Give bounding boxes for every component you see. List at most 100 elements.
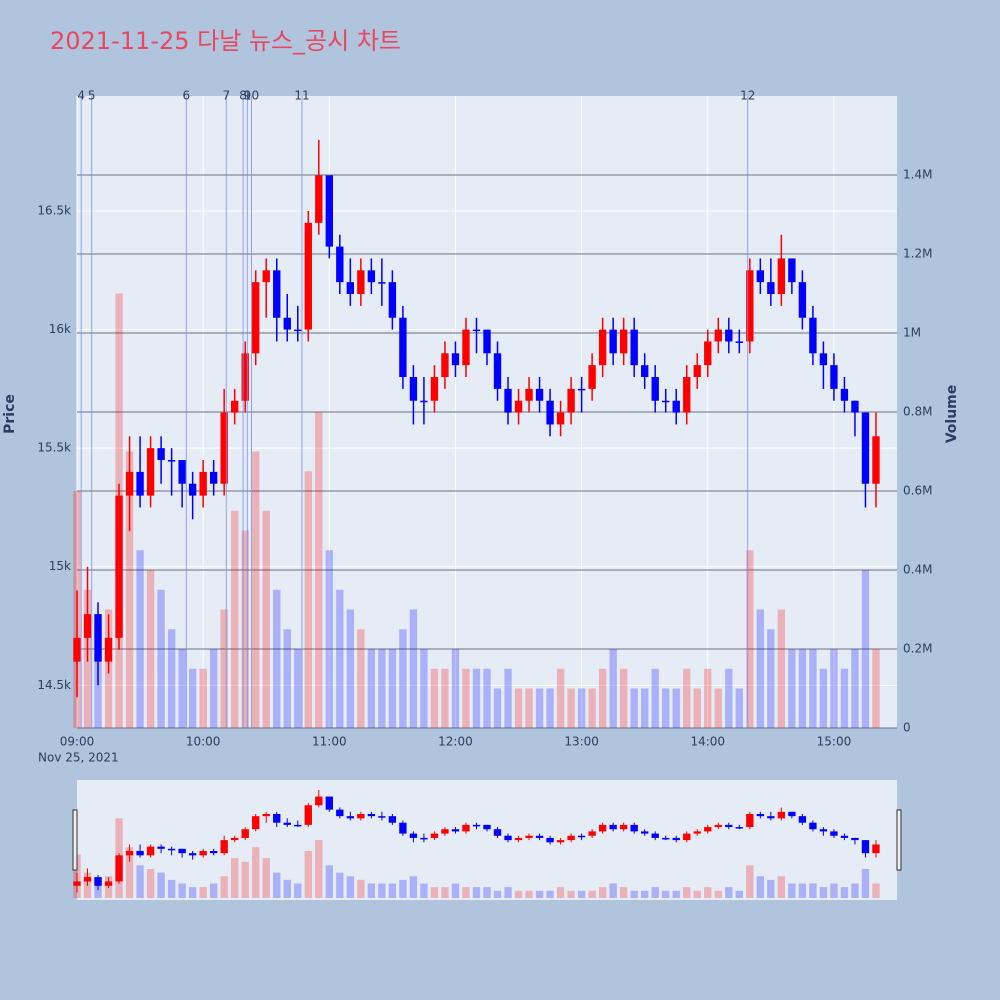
y-tick-label: 15.5k <box>37 441 71 455</box>
mini-candle-body <box>840 835 849 838</box>
candle-body <box>136 471 144 496</box>
mini-candle-body <box>357 813 365 819</box>
volume-bar <box>178 649 186 728</box>
range-handle[interactable] <box>896 809 902 871</box>
y2-tick-label: 1.4M <box>903 168 932 182</box>
candle-body <box>283 317 291 330</box>
mini-candle-body <box>577 835 586 838</box>
volume-bar <box>704 668 712 728</box>
candle-body <box>315 175 323 223</box>
candle-body <box>409 377 418 401</box>
mini-candle-body <box>430 833 439 838</box>
mini-candle-body <box>693 831 701 834</box>
mini-volume-bar <box>357 879 365 898</box>
candle-body <box>220 412 228 484</box>
mini-candle-body <box>714 824 722 828</box>
event-label: 5 <box>88 89 96 103</box>
volume-bar <box>188 668 197 728</box>
mini-candle-body <box>409 833 418 838</box>
mini-volume-bar <box>651 887 659 898</box>
volume-bar <box>651 668 659 728</box>
range-slider[interactable] <box>77 780 897 900</box>
range-handle[interactable] <box>72 809 78 871</box>
candle-body <box>872 436 880 484</box>
volume-bar <box>125 451 134 728</box>
volume-bar <box>420 649 428 728</box>
candle-body <box>336 246 344 283</box>
candle-body <box>420 400 428 403</box>
volume-bar <box>294 649 302 728</box>
candle-body <box>346 282 355 295</box>
mini-candle-body <box>125 850 134 856</box>
candle-body <box>641 365 649 378</box>
candle-body <box>830 365 838 389</box>
mini-volume-bar <box>167 879 176 898</box>
mini-volume-bar <box>598 887 607 898</box>
mini-volume-bar <box>178 883 186 898</box>
mini-volume-bar <box>567 890 575 898</box>
mini-candle-body <box>525 835 533 838</box>
volume-bar <box>262 510 270 728</box>
mini-volume-bar <box>504 887 512 898</box>
volume-bar <box>388 649 397 728</box>
mini-volume-bar <box>777 876 786 898</box>
volume-bar <box>409 609 418 728</box>
mini-candle-body <box>367 813 376 817</box>
volume-bar <box>819 668 828 728</box>
mini-volume-bar <box>830 883 838 898</box>
volume-bar <box>830 649 838 728</box>
mini-candle-body <box>861 840 870 854</box>
mini-candle-body <box>262 813 270 817</box>
candle-body <box>630 329 638 366</box>
mini-candle-body <box>788 811 796 817</box>
volume-bar <box>714 688 722 728</box>
mini-candle-body <box>199 850 207 856</box>
mini-candle-body <box>378 816 386 818</box>
mini-candle-body <box>241 829 249 838</box>
volume-bar <box>493 688 502 728</box>
candle-body <box>535 388 544 401</box>
mini-volume-bar <box>336 872 344 898</box>
mini-volume-bar <box>672 890 680 898</box>
volume-bar <box>535 688 544 728</box>
mini-candle-body <box>231 837 239 841</box>
volume-bar <box>641 688 649 728</box>
mini-candle-body <box>167 848 176 851</box>
mini-candle-body <box>346 816 355 819</box>
mini-volume-bar <box>756 876 765 898</box>
candle-body <box>588 365 596 389</box>
mini-volume-bar <box>441 887 449 898</box>
mini-volume-bar <box>683 887 691 898</box>
volume-bar <box>840 668 849 728</box>
mini-candle-body <box>546 837 554 843</box>
mini-candle-body <box>619 824 628 830</box>
candle-body <box>399 317 407 378</box>
volume-bar <box>504 668 512 728</box>
candle-body <box>609 329 617 354</box>
candle-body <box>188 483 197 496</box>
mini-candle-body <box>725 824 733 828</box>
x-tick-label: 10:00 <box>186 735 221 749</box>
volume-bar <box>209 649 218 728</box>
mini-volume-bar <box>630 890 638 898</box>
candle-body <box>73 637 81 662</box>
mini-candle-body <box>514 837 523 841</box>
mini-candle-body <box>441 829 449 834</box>
mini-volume-bar <box>262 858 270 898</box>
candle-body <box>94 614 102 662</box>
volume-bar <box>788 649 796 728</box>
volume-bar <box>756 609 765 728</box>
candle-body <box>357 270 365 295</box>
candle-body <box>746 270 754 342</box>
mini-candle-body <box>273 813 281 823</box>
candle-body <box>451 353 460 366</box>
candle-body <box>178 460 186 484</box>
candle-body <box>756 270 765 283</box>
mini-candle-body <box>809 822 817 830</box>
mini-volume-bar <box>472 887 481 898</box>
x-tick-label: 12:00 <box>438 735 473 749</box>
candle-body <box>157 448 165 461</box>
mini-volume-bar <box>209 883 218 898</box>
mini-volume-bar <box>146 869 155 898</box>
